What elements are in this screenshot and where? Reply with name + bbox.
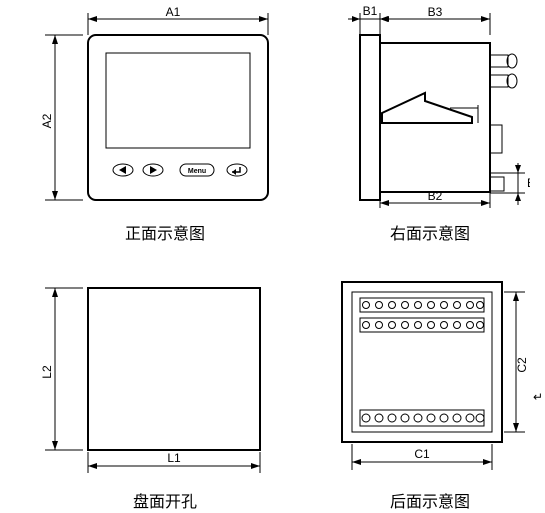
dim-c2: C2 — [515, 357, 529, 373]
dim-l1: L1 — [167, 451, 181, 465]
trailing-mark: ↵ — [533, 390, 543, 405]
right-arrow-icon — [150, 166, 157, 174]
side-connectors — [490, 54, 517, 191]
cutout-panel: L2 L1 — [35, 270, 280, 480]
button-row: Menu — [113, 164, 247, 176]
screws-row-2 — [363, 322, 484, 329]
rear-caption: 后面示意图 — [340, 488, 520, 512]
rear-panel: C2 C1 — [330, 270, 530, 480]
dim-l2: L2 — [40, 365, 54, 379]
dim-b4: B4 — [527, 176, 530, 190]
dim-a1: A1 — [166, 5, 181, 19]
enter-arrow-icon — [232, 169, 236, 175]
front-view-panel: A1 A2 Menu — [35, 5, 280, 210]
front-caption: 正面示意图 — [75, 220, 255, 244]
button-enter — [227, 164, 247, 176]
cutout-caption: 盘面开孔 — [75, 488, 255, 512]
left-arrow-icon — [119, 166, 126, 174]
right-view-svg: B1 B3 B2 B4 — [330, 5, 530, 210]
dim-b1: B1 — [363, 5, 378, 18]
mounting-clip — [382, 93, 478, 123]
front-view-svg: A1 A2 Menu — [35, 5, 280, 210]
dim-c1: C1 — [414, 447, 430, 461]
rear-inner — [352, 292, 492, 432]
screws-row-1 — [363, 302, 484, 309]
right-caption: 右面示意图 — [340, 220, 520, 244]
device-screen — [106, 53, 250, 148]
right-view-panel: B1 B3 B2 B4 — [330, 5, 530, 210]
dim-b2: B2 — [428, 189, 443, 203]
cutout-rect — [88, 288, 260, 450]
cutout-svg: L2 L1 — [35, 270, 280, 480]
dim-a2: A2 — [40, 113, 54, 128]
menu-label: Menu — [188, 168, 206, 175]
dim-b3: B3 — [428, 5, 443, 19]
screws-row-3 — [362, 414, 484, 422]
side-body — [380, 43, 490, 192]
rear-svg: C2 C1 — [330, 270, 530, 480]
side-faceplate — [360, 35, 380, 200]
